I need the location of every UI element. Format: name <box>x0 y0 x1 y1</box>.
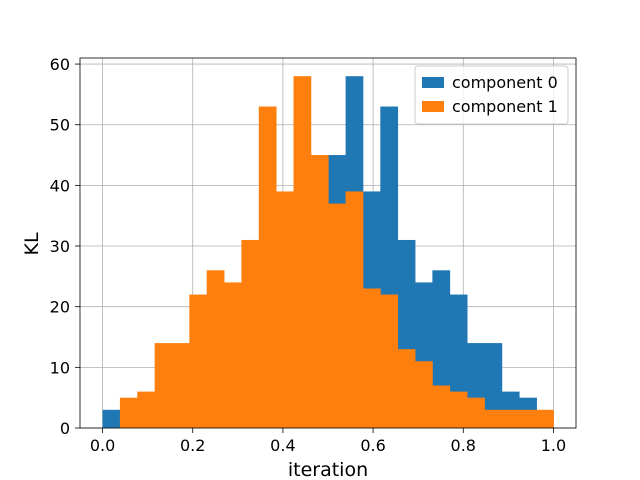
x-tick-label: 0.6 <box>360 436 385 455</box>
bar-series-1-bin-5 <box>189 294 208 428</box>
x-tick-label: 0.2 <box>180 436 205 455</box>
x-tick-label: 0.0 <box>90 436 115 455</box>
x-tick-label: 1.0 <box>541 436 566 455</box>
axes <box>79 57 577 429</box>
bar-series-1-bin-11 <box>293 76 312 429</box>
plot-frame <box>79 57 577 429</box>
bar-series-1-bin-19 <box>432 385 451 428</box>
bar-series-1-bin-18 <box>415 361 433 428</box>
y-tick-label: 10 <box>50 358 70 377</box>
y-tick-label: 40 <box>50 176 70 195</box>
tick-labels: 0.0 0.2 0.4 0.6 0.8 1.0 0 10 20 30 40 50 60 <box>50 55 567 455</box>
bar-series-1-bin-22 <box>484 409 503 428</box>
y-tick-label: 0 <box>60 419 70 438</box>
bar-series-1-bin-14 <box>345 191 364 428</box>
bar-series-1-bin-16 <box>380 294 399 428</box>
bar-series-1-bin-24 <box>519 409 537 428</box>
legend-swatch-0 <box>422 77 444 88</box>
legend-box <box>414 65 569 125</box>
bar-series-1-bin-2 <box>137 391 156 428</box>
x-axis-label: iteration <box>288 459 368 480</box>
y-tick-label: 50 <box>50 116 70 135</box>
legend: component 0 component 1 <box>414 65 569 125</box>
y-axis-label: KL <box>21 232 43 255</box>
bar-series-1-bin-20 <box>449 391 468 428</box>
bar-series-0-bin-22 <box>484 343 503 428</box>
bar-series-1-bin-10 <box>276 191 294 428</box>
bar-series-0-bin-0 <box>102 409 121 428</box>
bars <box>102 76 554 429</box>
bar-series-1-bin-13 <box>328 203 346 428</box>
y-tick-label: 60 <box>50 55 70 74</box>
bar-series-1-bin-4 <box>171 343 190 428</box>
y-tick-label: 30 <box>50 237 70 256</box>
y-tick-label: 20 <box>50 298 70 317</box>
bar-series-1-bin-12 <box>310 155 329 428</box>
bar-series-1-bin-15 <box>362 288 381 428</box>
bar-series-1-bin-3 <box>154 343 173 428</box>
legend-label-1: component 1 <box>452 97 558 116</box>
bar-series-1-bin-7 <box>224 282 242 428</box>
bar-series-1-bin-9 <box>258 106 277 428</box>
bar-series-1-bin-25 <box>536 409 554 428</box>
x-tick-label: 0.4 <box>270 436 295 455</box>
bar-series-1-bin-8 <box>241 239 260 428</box>
bar-series-1-bin-6 <box>206 270 225 428</box>
x-tick-label: 0.8 <box>451 436 476 455</box>
legend-swatch-1 <box>422 101 444 112</box>
bar-series-1-bin-17 <box>397 349 416 428</box>
bar-series-1-bin-23 <box>501 409 520 428</box>
legend-label-0: component 0 <box>452 73 558 92</box>
bar-series-1-bin-1 <box>119 397 138 428</box>
bar-series-1-bin-21 <box>467 397 485 428</box>
